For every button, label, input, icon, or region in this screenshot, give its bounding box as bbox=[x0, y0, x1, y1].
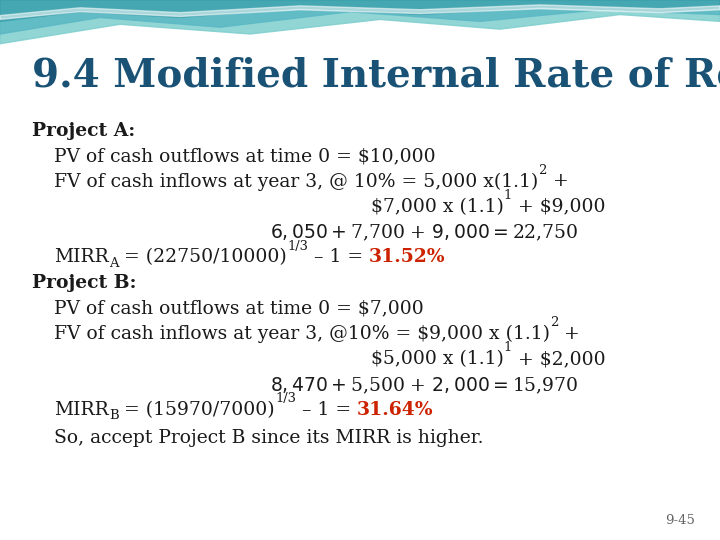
Text: 31.52%: 31.52% bbox=[369, 248, 446, 266]
Text: = (15970/7000): = (15970/7000) bbox=[118, 401, 275, 418]
Text: + $2,000: + $2,000 bbox=[512, 350, 606, 368]
Text: PV of cash outflows at time 0 = $10,000: PV of cash outflows at time 0 = $10,000 bbox=[54, 147, 436, 165]
Text: – 1 =: – 1 = bbox=[296, 401, 357, 418]
Polygon shape bbox=[0, 5, 720, 19]
Text: B: B bbox=[109, 409, 118, 422]
Text: 31.64%: 31.64% bbox=[357, 401, 433, 418]
Text: $6,050 + $7,700 + $9,000 = $22,750: $6,050 + $7,700 + $9,000 = $22,750 bbox=[270, 223, 578, 244]
Text: 9-45: 9-45 bbox=[665, 514, 695, 526]
Polygon shape bbox=[0, 0, 720, 22]
Text: 9.4 Modified Internal Rate of Return: 9.4 Modified Internal Rate of Return bbox=[32, 57, 720, 94]
Text: FV of cash inflows at year 3, @10% = $9,000 x (1.1): FV of cash inflows at year 3, @10% = $9,… bbox=[54, 325, 550, 343]
Text: +: + bbox=[559, 325, 580, 342]
Text: $5,000 x (1.1): $5,000 x (1.1) bbox=[371, 350, 504, 368]
Text: $7,000 x (1.1): $7,000 x (1.1) bbox=[371, 198, 504, 215]
Polygon shape bbox=[0, 0, 720, 34]
Text: + $9,000: + $9,000 bbox=[512, 198, 606, 215]
Text: – 1 =: – 1 = bbox=[308, 248, 369, 266]
Text: 2: 2 bbox=[550, 316, 559, 329]
Text: So, accept Project B since its MIRR is higher.: So, accept Project B since its MIRR is h… bbox=[54, 429, 484, 447]
Text: Project B:: Project B: bbox=[32, 274, 137, 292]
Text: A: A bbox=[109, 257, 118, 270]
Text: = (22750/10000): = (22750/10000) bbox=[118, 248, 287, 266]
Text: 1: 1 bbox=[504, 189, 512, 202]
Text: 2: 2 bbox=[539, 164, 546, 177]
Text: MIRR: MIRR bbox=[54, 401, 109, 418]
Text: Project A:: Project A: bbox=[32, 122, 135, 139]
Text: 1/3: 1/3 bbox=[275, 392, 296, 405]
Polygon shape bbox=[0, 0, 720, 44]
Text: +: + bbox=[546, 172, 568, 190]
Text: FV of cash inflows at year 3, @ 10% = 5,000 x(1.1): FV of cash inflows at year 3, @ 10% = 5,… bbox=[54, 172, 539, 191]
Text: 1: 1 bbox=[504, 341, 512, 354]
Text: 1/3: 1/3 bbox=[287, 240, 308, 253]
Text: $8,470 + $5,500 + $2,000 = $15,970: $8,470 + $5,500 + $2,000 = $15,970 bbox=[270, 375, 578, 396]
Text: PV of cash outflows at time 0 = $7,000: PV of cash outflows at time 0 = $7,000 bbox=[54, 299, 424, 317]
Text: MIRR: MIRR bbox=[54, 248, 109, 266]
